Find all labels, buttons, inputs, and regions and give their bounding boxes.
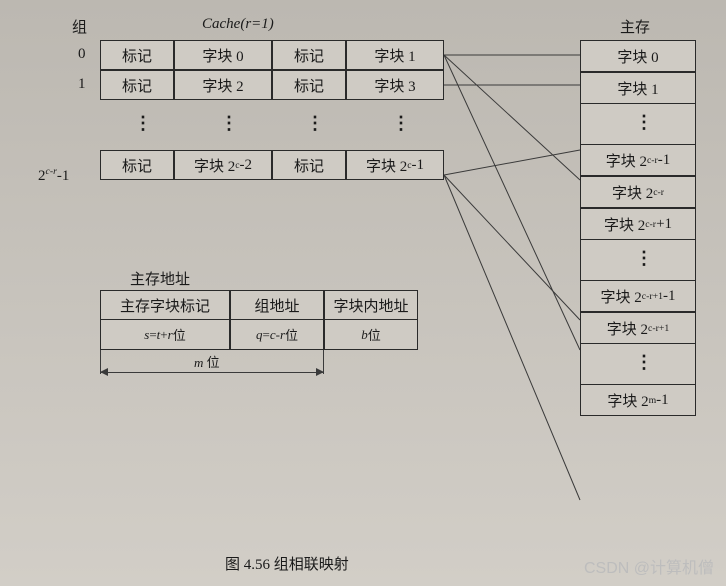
cache-cell: 字块 2 [174, 70, 272, 100]
ellipsis: ⋮ [134, 113, 152, 134]
addr-sub: s=t+r 位 [100, 320, 230, 350]
ellipsis: ⋮ [220, 113, 238, 134]
cache-cell: 标记 [100, 150, 174, 180]
cache-cell: 标记 [100, 40, 174, 70]
mem-cell: 字块 2c-r-1 [580, 144, 696, 176]
mem-cell: 字块 2m-1 [580, 384, 696, 416]
ellipsis: ⋮ [306, 113, 324, 134]
mem-cell: 字块 2c-r+1 [580, 312, 696, 344]
cache-cell: 标记 [272, 40, 346, 70]
mem-cell: 字块 0 [580, 40, 696, 72]
ellipsis: ⋮ [635, 352, 653, 373]
mem-cell: 字块 2c-r [580, 176, 696, 208]
cache-cell: 标记 [100, 70, 174, 100]
addr-cell: 字块内地址 [324, 290, 418, 320]
cache-cell: 字块 0 [174, 40, 272, 70]
figure-caption: 图 4.56 组相联映射 [225, 553, 349, 574]
ellipsis: ⋮ [392, 113, 410, 134]
addr-cell: 主存字块标记 [100, 290, 230, 320]
mem-cell: 字块 2c-r+1 [580, 208, 696, 240]
cache-cell: 字块 3 [346, 70, 444, 100]
cache-cell: 字块 2c-2 [174, 150, 272, 180]
mem-cell: 字块 2c-r+1-1 [580, 280, 696, 312]
cache-cell: 标记 [272, 150, 346, 180]
cache-cell: 字块 1 [346, 40, 444, 70]
addr-sub: q=c-r 位 [230, 320, 324, 350]
csdn-watermark: CSDN @计算机僧 [584, 554, 714, 578]
mem-cell: 字块 1 [580, 72, 696, 104]
addr-cell: 组地址 [230, 290, 324, 320]
addr-sub: b 位 [324, 320, 418, 350]
ellipsis: ⋮ [635, 248, 653, 269]
ellipsis: ⋮ [635, 112, 653, 133]
cache-cell: 字块 2c-1 [346, 150, 444, 180]
cache-cell: 标记 [272, 70, 346, 100]
